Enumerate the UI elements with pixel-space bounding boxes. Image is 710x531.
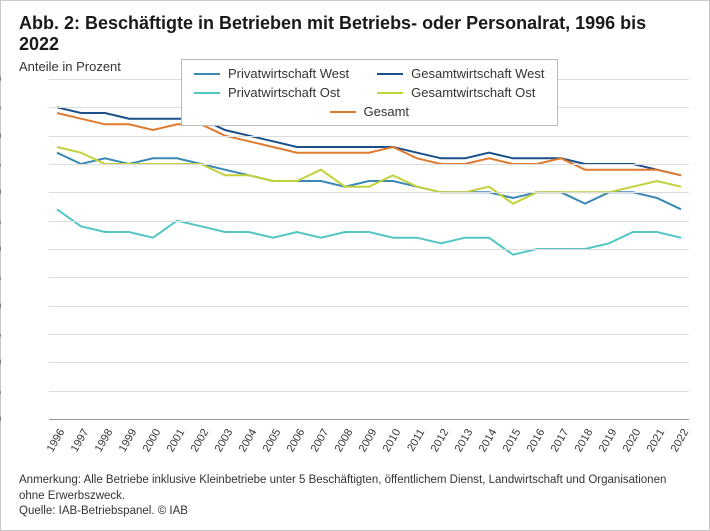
gridline xyxy=(49,306,689,307)
y-tick-label: 20 xyxy=(0,299,1,313)
x-tick-label: 2021 xyxy=(645,427,668,454)
plot-area xyxy=(49,79,689,420)
legend-label: Gesamtwirtschaft West xyxy=(411,66,544,81)
x-tick-label: 2016 xyxy=(525,427,548,454)
y-tick-label: 25 xyxy=(0,270,1,284)
gridline xyxy=(49,221,689,222)
gridline xyxy=(49,334,689,335)
y-tick-label: 55 xyxy=(0,100,1,114)
legend-swatch xyxy=(377,92,403,94)
x-tick-label: 2003 xyxy=(213,427,236,454)
chart-title: Abb. 2: Beschäftigte in Betrieben mit Be… xyxy=(1,1,709,59)
x-tick-label: 1998 xyxy=(93,427,116,454)
legend-label: Privatwirtschaft West xyxy=(228,66,349,81)
x-tick-label: 2008 xyxy=(333,427,356,454)
y-tick-label: 5 xyxy=(0,384,1,398)
x-tick-label: 2001 xyxy=(165,427,188,454)
legend-label: Gesamt xyxy=(364,104,410,119)
gridline xyxy=(49,192,689,193)
legend-swatch xyxy=(194,73,220,75)
series-line xyxy=(57,147,681,204)
y-tick-label: 50 xyxy=(0,129,1,143)
legend-item: Gesamtwirtschaft West xyxy=(377,66,544,81)
x-tick-label: 1997 xyxy=(69,427,92,454)
chart-container: Abb. 2: Beschäftigte in Betrieben mit Be… xyxy=(0,0,710,531)
x-tick-label: 2011 xyxy=(405,427,427,453)
legend-swatch xyxy=(377,73,403,75)
legend-item: Privatwirtschaft Ost xyxy=(194,85,349,100)
gridline xyxy=(49,391,689,392)
x-tick-label: 2007 xyxy=(309,427,332,454)
gridline xyxy=(49,164,689,165)
footnote-text: Anmerkung: Alle Betriebe inklusive Klein… xyxy=(19,473,691,504)
x-tick-label: 2002 xyxy=(189,427,212,454)
x-tick-label: 2014 xyxy=(477,427,500,454)
footnote-source: Quelle: IAB-Betriebspanel. © IAB xyxy=(19,504,691,520)
y-tick-label: 45 xyxy=(0,157,1,171)
y-tick-label: 0 xyxy=(0,412,1,426)
x-tick-label: 2013 xyxy=(453,427,476,454)
x-tick-label: 2009 xyxy=(357,427,380,454)
y-tick-label: 15 xyxy=(0,327,1,341)
y-tick-label: 10 xyxy=(0,355,1,369)
x-tick-label: 2020 xyxy=(621,427,644,454)
series-line xyxy=(57,209,681,254)
legend-item: Privatwirtschaft West xyxy=(194,66,349,81)
gridline xyxy=(49,362,689,363)
x-tick-label: 2015 xyxy=(501,427,524,454)
y-tick-label: 60 xyxy=(0,72,1,86)
y-tick-label: 30 xyxy=(0,242,1,256)
x-tick-label: 2010 xyxy=(381,427,404,454)
x-tick-label: 2012 xyxy=(429,427,452,454)
x-tick-label: 2004 xyxy=(237,427,260,454)
footnote: Anmerkung: Alle Betriebe inklusive Klein… xyxy=(19,473,691,520)
x-tick-label: 2022 xyxy=(669,427,692,454)
x-tick-label: 1996 xyxy=(45,427,68,454)
x-tick-label: 2000 xyxy=(141,427,164,454)
y-tick-label: 35 xyxy=(0,214,1,228)
legend-item: Gesamt xyxy=(194,104,545,119)
y-tick-label: 40 xyxy=(0,185,1,199)
gridline xyxy=(49,277,689,278)
x-tick-label: 1999 xyxy=(117,427,140,454)
x-tick-label: 2017 xyxy=(549,427,572,454)
legend: Privatwirtschaft West Gesamtwirtschaft We… xyxy=(181,59,558,126)
x-tick-label: 2006 xyxy=(285,427,308,454)
x-tick-label: 2018 xyxy=(573,427,596,454)
legend-swatch xyxy=(330,111,356,113)
x-tick-label: 2005 xyxy=(261,427,284,454)
legend-label: Privatwirtschaft Ost xyxy=(228,85,340,100)
legend-swatch xyxy=(194,92,220,94)
legend-item: Gesamtwirtschaft Ost xyxy=(377,85,544,100)
gridline xyxy=(49,249,689,250)
x-tick-label: 2019 xyxy=(597,427,620,454)
gridline xyxy=(49,136,689,137)
series-line xyxy=(57,153,681,210)
legend-label: Gesamtwirtschaft Ost xyxy=(411,85,535,100)
